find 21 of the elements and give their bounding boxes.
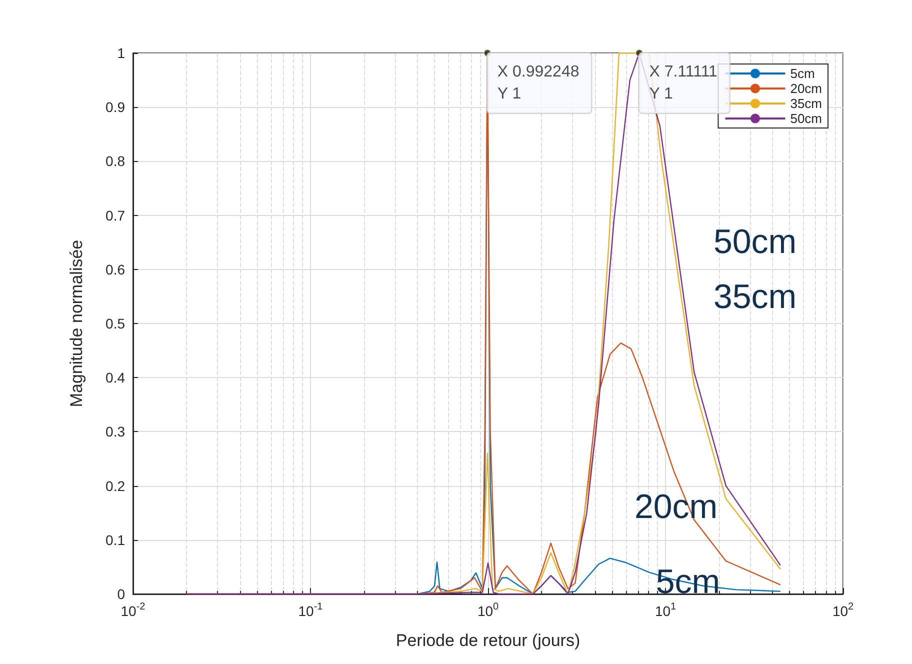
y-tick-label: 0.9 bbox=[106, 99, 126, 116]
y-tick-label: 0.7 bbox=[106, 207, 126, 224]
y-tick-label: 0.3 bbox=[106, 424, 126, 440]
y-tick-label: 0.4 bbox=[106, 370, 126, 386]
legend-label: 35cm bbox=[790, 96, 822, 111]
y-tick-label: 0.8 bbox=[106, 153, 126, 170]
y-tick-label: 0.2 bbox=[106, 478, 126, 494]
y-tick-label: 0 bbox=[117, 586, 126, 602]
y-tick-label: 1 bbox=[117, 45, 126, 61]
legend-label: 50cm bbox=[790, 111, 822, 126]
annotation: 50cm bbox=[713, 223, 797, 261]
y-tick-label: 0.6 bbox=[106, 261, 126, 278]
y-axis-title: Magnitude normalisée bbox=[67, 240, 86, 408]
annotation: X 7.11111 Y 1 bbox=[649, 64, 718, 102]
y-tick-label: 0.1 bbox=[106, 532, 126, 548]
y-tick-label: 0.5 bbox=[106, 316, 126, 332]
legend-label: 5cm bbox=[790, 66, 815, 81]
annotation: X 0.992248 Y 1 bbox=[497, 64, 580, 102]
x-axis-title: Periode de retour (jours) bbox=[396, 631, 580, 650]
legend-label: 20cm bbox=[790, 81, 822, 96]
annotation: 35cm bbox=[713, 278, 797, 316]
